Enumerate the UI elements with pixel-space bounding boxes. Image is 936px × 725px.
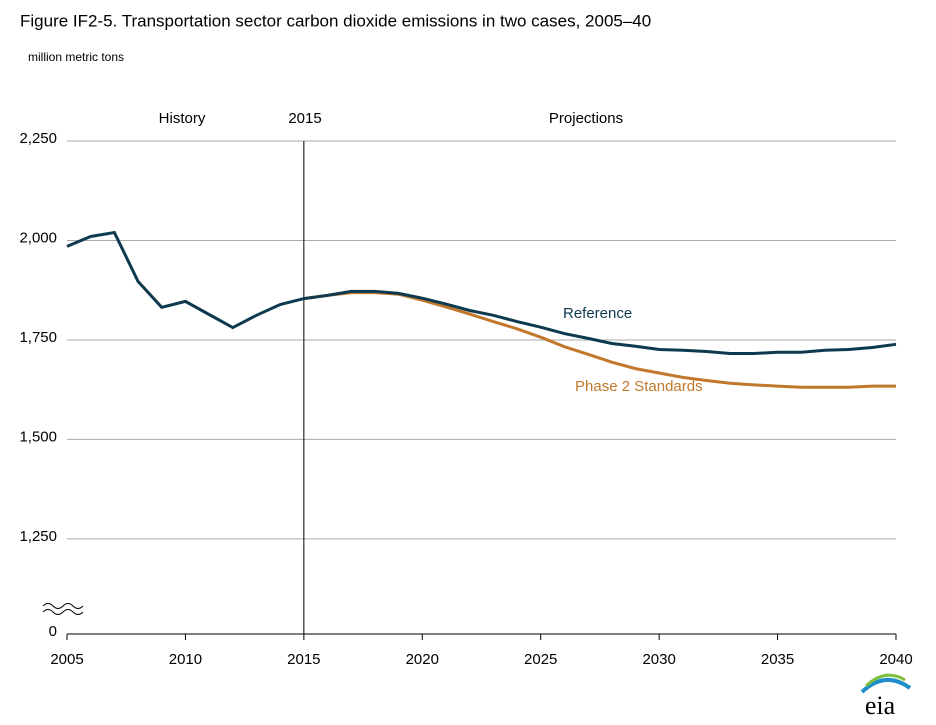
y-tick-label: 2,250 <box>19 130 57 147</box>
x-tick-label: 2040 <box>879 651 912 668</box>
x-tick-label: 2005 <box>50 651 83 668</box>
chart-subtitle: million metric tons <box>28 50 124 64</box>
series-label: Reference <box>563 305 632 322</box>
x-tick-label: 2015 <box>287 651 320 668</box>
logo-swoosh <box>860 678 912 694</box>
x-tick-label: 2020 <box>406 651 439 668</box>
divider-label: 2015 <box>288 110 321 127</box>
y-tick-label: 2,000 <box>19 229 57 246</box>
y-tick-label: 1,750 <box>19 329 57 346</box>
x-tick-label: 2010 <box>169 651 202 668</box>
y-tick-label: 1,500 <box>19 428 57 445</box>
x-tick-label: 2035 <box>761 651 794 668</box>
chart-title: Figure IF2-5. Transportation sector carb… <box>20 11 651 30</box>
series-label: Phase 2 Standards <box>575 378 703 395</box>
logo: eia <box>860 673 912 720</box>
y-tick-label: 0 <box>49 623 57 640</box>
projections-label: Projections <box>549 110 623 127</box>
logo-swoosh <box>864 673 906 688</box>
axis-break <box>42 603 84 615</box>
series-line <box>66 230 897 355</box>
history-label: History <box>159 110 206 127</box>
x-tick-label: 2025 <box>524 651 557 668</box>
logo-text: eia <box>865 691 896 720</box>
x-tick-label: 2030 <box>642 651 675 668</box>
y-tick-label: 1,250 <box>19 528 57 545</box>
